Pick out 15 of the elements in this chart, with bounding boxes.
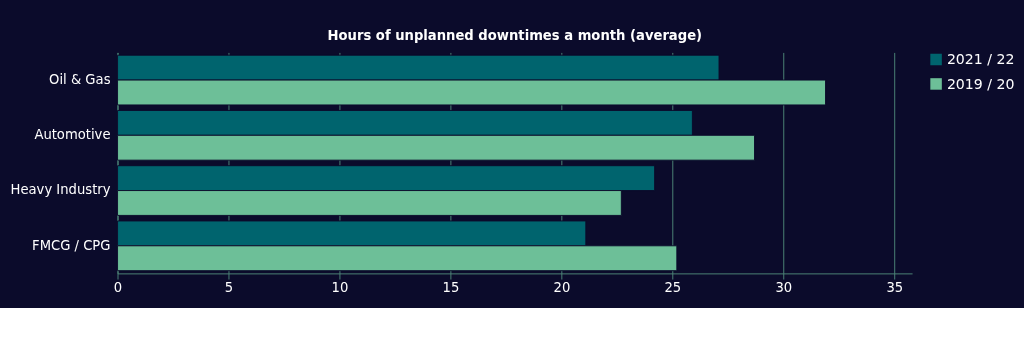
y-tick-label: FMCG / CPG: [32, 237, 111, 253]
x-tick-label: 20: [553, 279, 571, 295]
legend-label: 2019 / 20: [946, 75, 1015, 92]
y-tick-label: Oil & Gas: [49, 71, 111, 87]
x-tick-label: 25: [664, 279, 682, 295]
x-tick-label: 5: [224, 279, 234, 295]
y-tick-label: Heavy Industry: [10, 182, 111, 198]
x-tick-label: 15: [442, 279, 460, 295]
x-tick-label: 0: [113, 279, 123, 295]
chart-title: Hours of unplanned downtimes a month (average): [327, 28, 703, 44]
x-tick-label: 10: [331, 279, 349, 295]
x-tick-label: 35: [886, 279, 904, 295]
legend-label: 2021 / 22: [946, 51, 1015, 68]
x-tick-label: 30: [775, 279, 793, 295]
y-tick-label: Automotive: [34, 127, 111, 143]
